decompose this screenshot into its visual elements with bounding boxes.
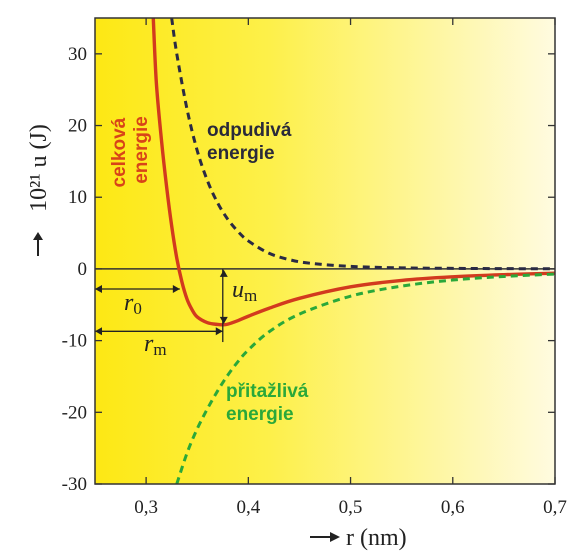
annotation-total-energy: celková energie xyxy=(109,112,152,187)
r0-arrow-right xyxy=(172,284,180,293)
plot-background xyxy=(95,18,555,484)
x-tick-label: 0,7 xyxy=(543,497,567,518)
annotation-attractive-energy: přitažlivá energie xyxy=(226,381,314,425)
x-axis-label: r (nm) xyxy=(310,525,407,551)
series-attractive-energy xyxy=(175,272,555,484)
annotation-total-line2: energie xyxy=(131,116,152,184)
r0-label: r0 xyxy=(124,290,142,318)
y-tick-label: 10 xyxy=(68,187,87,208)
annotation-attractive-line2: energie xyxy=(226,404,294,425)
x-axis-arrow-head xyxy=(330,532,340,542)
um-arrow-up xyxy=(219,269,228,277)
annotation-total-line1: celková xyxy=(109,117,130,187)
y-axis-label: 10²¹ u (J) xyxy=(26,124,52,256)
y-tick-label: 0 xyxy=(78,259,88,280)
series-total-energy xyxy=(151,18,555,327)
rm-arrow-left xyxy=(95,327,102,336)
r0-arrow-left xyxy=(95,284,102,293)
x-tick-label: 0,3 xyxy=(134,497,158,518)
curve-layer xyxy=(95,18,555,484)
y-tick-label: -10 xyxy=(62,331,87,352)
y-axis-label-text: 10²¹ u (J) xyxy=(26,124,52,212)
annotation-attractive-line1: přitažlivá xyxy=(226,381,309,402)
annotation-repulsive-line2: energie xyxy=(207,143,275,164)
y-tick-label: 30 xyxy=(68,44,87,65)
y-tick-label: 20 xyxy=(68,116,87,137)
y-tick-label: -30 xyxy=(62,474,87,495)
tick-layer: 0,3 0,4 0,5 0,6 0,7 30 20 10 0 -10 -20 -30 xyxy=(62,18,567,518)
um-label: um xyxy=(232,277,257,305)
series-repulsive-energy xyxy=(170,18,555,271)
um-arrow-down xyxy=(219,316,228,324)
x-tick-label: 0,6 xyxy=(441,497,465,518)
y-axis-arrow-head xyxy=(33,232,43,240)
y-tick-label: -20 xyxy=(62,402,87,423)
annotation-repulsive-energy: odpudivá energie xyxy=(207,120,297,164)
rm-label: rm xyxy=(144,331,167,359)
plot-frame xyxy=(94,17,556,485)
annotation-repulsive-line1: odpudivá xyxy=(207,120,292,141)
rm-arrow-right xyxy=(215,327,223,336)
x-tick-label: 0,4 xyxy=(236,497,260,518)
dimension-markers xyxy=(95,268,228,343)
x-tick-label: 0,5 xyxy=(339,497,363,518)
x-axis-label-text: r (nm) xyxy=(346,525,407,551)
